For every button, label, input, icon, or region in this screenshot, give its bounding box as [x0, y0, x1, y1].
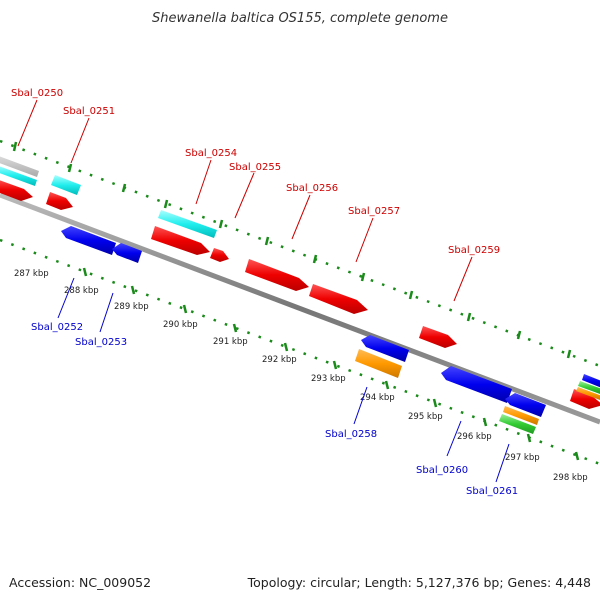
gene-label-forward[interactable]: Sbal_0254 — [185, 148, 237, 159]
gene-label-forward[interactable]: Sbal_0259 — [448, 245, 500, 256]
map-title: Shewanella baltica OS155, complete genom… — [152, 11, 448, 26]
gene-label-reverse[interactable]: Sbal_0253 — [75, 337, 127, 348]
accession-label: Accession: NC_009052 — [9, 575, 151, 590]
kbp-label: 290 kbp — [163, 320, 198, 330]
kbp-label: 297 kbp — [505, 453, 540, 463]
gene-arrow-forward[interactable] — [309, 284, 368, 314]
forward-tick-track — [0, 141, 600, 366]
forward-label-leaders — [18, 100, 472, 301]
kbp-label: 291 kbp — [213, 337, 248, 347]
kbp-label: 294 kbp — [360, 393, 395, 403]
gene-label-forward[interactable]: Sbal_0256 — [286, 183, 338, 194]
gene-label-forward[interactable]: Sbal_0255 — [229, 162, 281, 173]
kbp-label: 293 kbp — [311, 374, 346, 384]
kbp-label: 298 kbp — [553, 473, 588, 483]
kbp-label: 289 kbp — [114, 302, 149, 312]
kbp-label: 287 kbp — [14, 269, 49, 279]
gene-label-forward[interactable]: Sbal_0257 — [348, 206, 400, 217]
reverse-tick-track — [0, 240, 600, 464]
gene-label-reverse[interactable]: Sbal_0261 — [466, 486, 518, 497]
gene-arrow-forward[interactable] — [419, 326, 457, 348]
forward-feature-track — [0, 155, 217, 238]
gene-label-forward[interactable]: Sbal_0251 — [63, 106, 115, 117]
gene-arrow-forward[interactable] — [46, 192, 73, 210]
genome-summary: Topology: circular; Length: 5,127,376 bp… — [247, 575, 591, 590]
gene-arrow-forward[interactable] — [210, 248, 229, 262]
gene-label-reverse[interactable]: Sbal_0252 — [31, 322, 83, 333]
gene-label-forward[interactable]: Sbal_0250 — [11, 88, 63, 99]
kbp-scale-labels: 287 kbp 288 kbp 289 kbp 290 kbp 291 kbp … — [14, 269, 588, 483]
kbp-label: 292 kbp — [262, 355, 297, 365]
kbp-label: 296 kbp — [457, 432, 492, 442]
reverse-gene-labels: Sbal_0252 Sbal_0253 Sbal_0258 Sbal_0260 … — [31, 322, 518, 497]
genome-map: Shewanella baltica OS155, complete genom… — [0, 0, 600, 600]
gene-arrow-forward[interactable] — [245, 259, 309, 291]
kbp-label: 295 kbp — [408, 412, 443, 422]
genome-backbone — [0, 195, 600, 422]
gene-label-reverse[interactable]: Sbal_0258 — [325, 429, 377, 440]
feature-cyan — [51, 175, 81, 195]
gene-label-reverse[interactable]: Sbal_0260 — [416, 465, 468, 476]
forward-gene-labels: Sbal_0250 Sbal_0251 Sbal_0254 Sbal_0255 … — [11, 88, 500, 256]
